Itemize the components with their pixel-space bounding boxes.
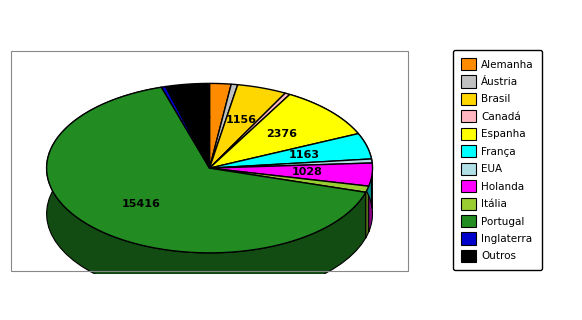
Polygon shape bbox=[365, 186, 369, 238]
Text: 1163: 1163 bbox=[289, 150, 320, 160]
Text: 1156: 1156 bbox=[226, 115, 257, 125]
Polygon shape bbox=[166, 84, 210, 168]
Polygon shape bbox=[210, 133, 371, 168]
Polygon shape bbox=[210, 94, 359, 168]
Polygon shape bbox=[210, 84, 237, 168]
Text: 1019: 1019 bbox=[181, 113, 212, 123]
Text: 2376: 2376 bbox=[267, 129, 297, 139]
Polygon shape bbox=[210, 93, 290, 168]
Polygon shape bbox=[47, 87, 365, 299]
Polygon shape bbox=[359, 133, 371, 204]
Polygon shape bbox=[369, 163, 372, 232]
Polygon shape bbox=[210, 84, 231, 168]
Text: 1028: 1028 bbox=[292, 167, 322, 177]
Polygon shape bbox=[161, 86, 210, 168]
Polygon shape bbox=[371, 159, 372, 209]
Polygon shape bbox=[290, 94, 359, 179]
Polygon shape bbox=[210, 159, 372, 168]
Polygon shape bbox=[47, 87, 365, 253]
Legend: Alemanha, Áustria, Brasil, Canadá, Espanha, França, EUA, Holanda, Itália, Portug: Alemanha, Áustria, Brasil, Canadá, Espan… bbox=[453, 50, 542, 270]
Polygon shape bbox=[210, 168, 369, 192]
Text: 15416: 15416 bbox=[121, 199, 160, 209]
Polygon shape bbox=[210, 163, 372, 186]
Polygon shape bbox=[210, 85, 285, 168]
